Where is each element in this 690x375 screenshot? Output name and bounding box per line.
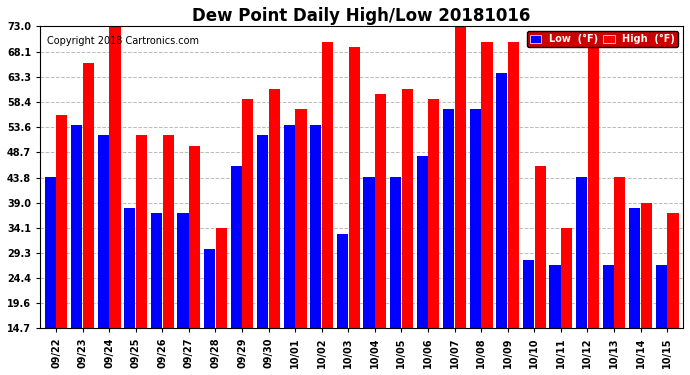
- Bar: [482, 42, 493, 328]
- Bar: [295, 110, 306, 328]
- Bar: [110, 27, 121, 328]
- Bar: [402, 88, 413, 328]
- Legend: Low  (°F), High  (°F): Low (°F), High (°F): [526, 32, 678, 47]
- Bar: [177, 213, 188, 328]
- Bar: [310, 125, 322, 328]
- Bar: [614, 177, 625, 328]
- Bar: [641, 202, 652, 328]
- Bar: [470, 110, 481, 328]
- Bar: [230, 166, 241, 328]
- Bar: [45, 177, 56, 328]
- Bar: [496, 73, 507, 328]
- Bar: [189, 146, 200, 328]
- Bar: [549, 265, 560, 328]
- Bar: [204, 249, 215, 328]
- Bar: [417, 156, 428, 328]
- Bar: [576, 177, 587, 328]
- Bar: [523, 260, 534, 328]
- Bar: [257, 135, 268, 328]
- Bar: [322, 42, 333, 328]
- Bar: [337, 234, 348, 328]
- Bar: [284, 125, 295, 328]
- Bar: [57, 114, 68, 328]
- Bar: [269, 88, 280, 328]
- Text: Copyright 2018 Cartronics.com: Copyright 2018 Cartronics.com: [46, 36, 199, 45]
- Bar: [443, 110, 454, 328]
- Bar: [561, 228, 572, 328]
- Bar: [98, 135, 109, 328]
- Bar: [71, 125, 82, 328]
- Bar: [428, 99, 440, 328]
- Bar: [124, 208, 135, 328]
- Bar: [656, 265, 667, 328]
- Bar: [667, 213, 678, 328]
- Bar: [455, 27, 466, 328]
- Bar: [348, 47, 359, 328]
- Bar: [588, 42, 599, 328]
- Bar: [390, 177, 401, 328]
- Bar: [216, 228, 227, 328]
- Bar: [242, 99, 253, 328]
- Bar: [163, 135, 174, 328]
- Bar: [364, 177, 375, 328]
- Bar: [83, 63, 94, 328]
- Bar: [602, 265, 613, 328]
- Bar: [375, 94, 386, 328]
- Bar: [508, 42, 519, 328]
- Bar: [629, 208, 640, 328]
- Bar: [535, 166, 546, 328]
- Bar: [151, 213, 162, 328]
- Title: Dew Point Daily High/Low 20181016: Dew Point Daily High/Low 20181016: [193, 7, 531, 25]
- Bar: [136, 135, 147, 328]
